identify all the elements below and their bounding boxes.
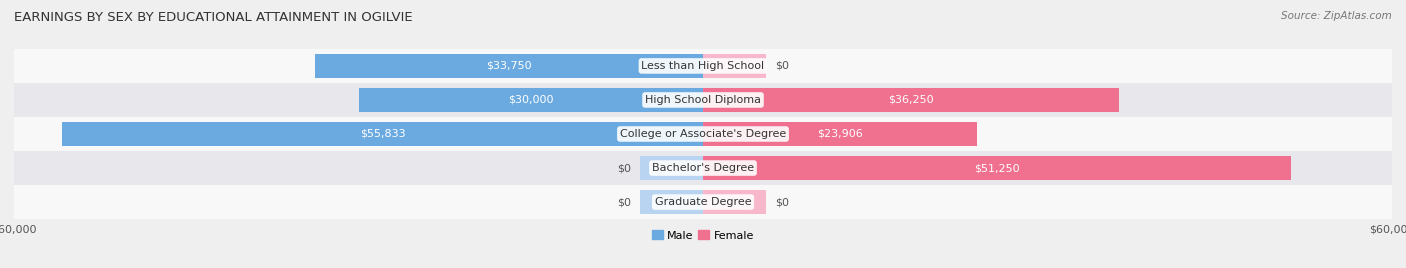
Text: Less than High School: Less than High School [641,61,765,71]
Text: $23,906: $23,906 [817,129,863,139]
Text: Source: ZipAtlas.com: Source: ZipAtlas.com [1281,11,1392,21]
Text: $51,250: $51,250 [974,163,1019,173]
Bar [14,117,1392,151]
Bar [315,54,703,78]
Bar [62,122,703,146]
Bar [14,151,1392,185]
Bar [703,88,1119,112]
Text: $30,000: $30,000 [508,95,554,105]
Bar [640,156,703,180]
Text: $33,750: $33,750 [486,61,531,71]
Text: $0: $0 [775,61,789,71]
Text: $0: $0 [775,197,789,207]
Text: $0: $0 [617,163,631,173]
Text: $0: $0 [617,197,631,207]
Text: Graduate Degree: Graduate Degree [655,197,751,207]
Bar [640,190,703,214]
Bar [703,122,977,146]
Text: College or Associate's Degree: College or Associate's Degree [620,129,786,139]
Bar [14,185,1392,219]
Text: Bachelor's Degree: Bachelor's Degree [652,163,754,173]
Bar [359,88,703,112]
Bar [14,49,1392,83]
Text: $55,833: $55,833 [360,129,405,139]
Text: $36,250: $36,250 [889,95,934,105]
Legend: Male, Female: Male, Female [647,226,759,245]
Text: High School Diploma: High School Diploma [645,95,761,105]
Bar [703,156,1292,180]
Bar [703,54,766,78]
Bar [703,190,766,214]
Bar [14,83,1392,117]
Text: EARNINGS BY SEX BY EDUCATIONAL ATTAINMENT IN OGILVIE: EARNINGS BY SEX BY EDUCATIONAL ATTAINMEN… [14,11,413,24]
